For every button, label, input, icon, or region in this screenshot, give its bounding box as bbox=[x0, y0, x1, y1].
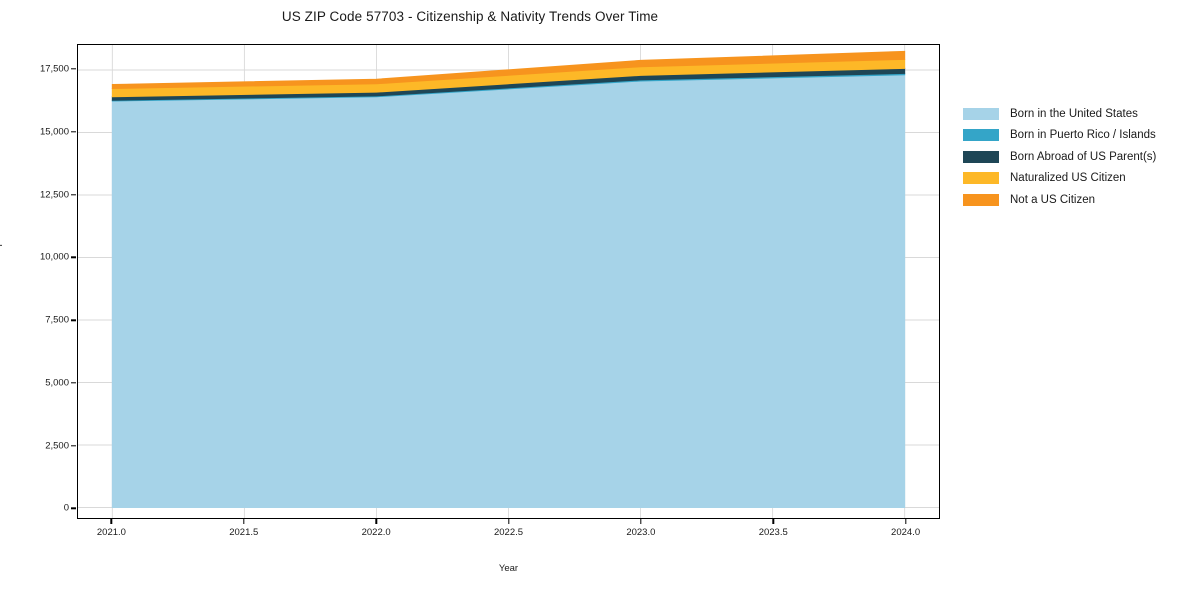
legend-swatch bbox=[963, 172, 999, 185]
y-axis-tick-mark bbox=[71, 193, 76, 196]
y-axis-tick-mark bbox=[71, 382, 76, 384]
x-axis-tick-label: 2021.0 bbox=[96, 527, 126, 538]
y-axis-tick-mark bbox=[71, 507, 76, 510]
x-axis-tick-label: 2022.5 bbox=[493, 527, 524, 538]
x-axis-tick-mark bbox=[375, 519, 377, 524]
legend-swatch bbox=[963, 129, 999, 142]
x-axis-tick-mark bbox=[904, 519, 907, 524]
legend-label: Born Abroad of US Parent(s) bbox=[1010, 150, 1157, 163]
x-axis-label: Year bbox=[498, 563, 519, 574]
x-axis-tick-label: 2024.0 bbox=[891, 527, 921, 538]
legend-item[interactable]: Not a US Citizen bbox=[963, 189, 1156, 211]
legend-label: Born in Puerto Rico / Islands bbox=[1010, 129, 1156, 142]
y-axis-ticks: 0 2,500 5,000 7,500 10,000 12,500 15,000 17,500 bbox=[0, 0, 69, 590]
legend-label: Born in the United States bbox=[1010, 107, 1138, 120]
plot-area bbox=[77, 44, 940, 519]
x-axis-tick-label: 2023.0 bbox=[626, 527, 656, 538]
legend-item[interactable]: Born in the United States bbox=[963, 103, 1156, 125]
y-axis-tick-mark bbox=[71, 256, 76, 259]
y-axis-tick-label: 5,000 bbox=[45, 377, 69, 389]
area-series bbox=[111, 74, 906, 508]
y-axis-tick-mark bbox=[71, 68, 76, 70]
legend-item[interactable]: Born Abroad of US Parent(s) bbox=[963, 146, 1156, 168]
stacked-area-plot bbox=[78, 45, 939, 518]
legend-swatch bbox=[963, 107, 999, 120]
y-axis-tick-mark bbox=[71, 444, 76, 447]
plot-canvas bbox=[78, 45, 939, 518]
y-axis-tick-mark bbox=[71, 319, 76, 321]
chart-legend: Born in the United States Born in Puerto … bbox=[963, 103, 1156, 211]
x-axis-tick-label: 2022.0 bbox=[361, 527, 391, 538]
x-axis-tick-mark bbox=[243, 519, 245, 524]
x-axis-tick-mark bbox=[640, 519, 642, 524]
x-axis-tick-label: 2023.5 bbox=[758, 527, 788, 538]
x-axis-tick-label: 2021.5 bbox=[229, 527, 259, 538]
y-axis-tick-mark bbox=[71, 131, 76, 133]
y-axis-tick-label: 17,500 bbox=[39, 63, 69, 75]
legend-item[interactable]: Born in Puerto Rico / Islands bbox=[963, 125, 1156, 147]
y-axis-tick-label: 10,000 bbox=[39, 251, 69, 263]
x-axis-tick-mark bbox=[110, 519, 113, 524]
y-axis-tick-label: 0 bbox=[63, 502, 69, 514]
y-axis-tick-label: 7,500 bbox=[45, 314, 69, 326]
legend-label: Naturalized US Citizen bbox=[1010, 172, 1126, 185]
x-axis-tick-mark bbox=[772, 519, 774, 524]
y-axis-tick-label: 12,500 bbox=[39, 189, 69, 201]
x-axis-tick-mark bbox=[507, 519, 510, 524]
y-axis-tick-label: 15,000 bbox=[39, 126, 69, 138]
chart-title: US ZIP Code 57703 - Citizenship & Nativi… bbox=[281, 9, 659, 24]
area-series bbox=[111, 50, 906, 90]
legend-swatch bbox=[963, 150, 999, 163]
y-axis-tick-label: 2,500 bbox=[45, 440, 69, 452]
legend-label: Not a US Citizen bbox=[1010, 193, 1096, 206]
legend-swatch bbox=[963, 193, 999, 206]
legend-item[interactable]: Naturalized US Citizen bbox=[963, 168, 1156, 190]
